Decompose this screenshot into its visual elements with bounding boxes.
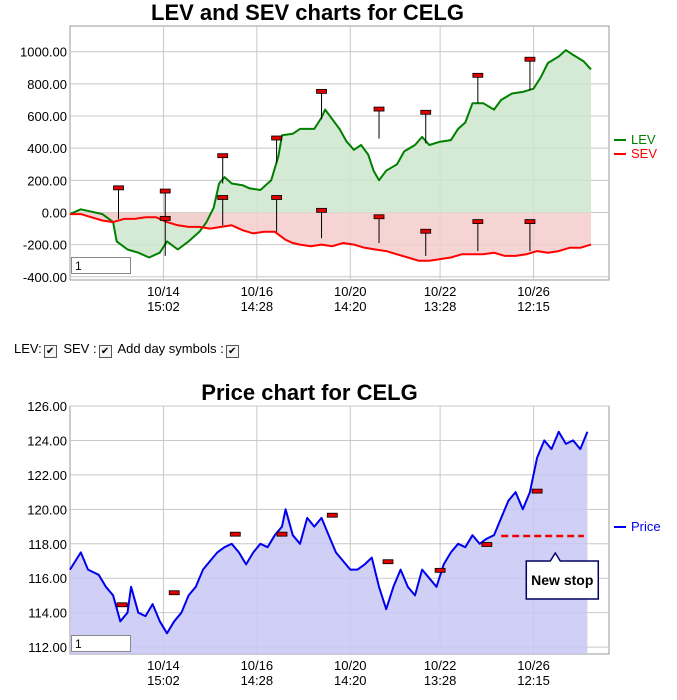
x-tick-time: 14:20 [334,673,367,688]
day-marker [229,531,241,537]
x-tick-time: 15:02 [147,299,180,314]
series-line-lev [69,49,592,259]
legend-label-sev: SEV [631,146,657,161]
y-tick-label: 120.00 [27,502,67,517]
x-tick-time: 14:28 [241,299,274,314]
x-tick-date: 10/22 [424,284,457,299]
day-marker [316,88,327,94]
y-tick-label: 400.00 [27,141,67,156]
y-tick-label: 116.00 [28,571,67,586]
y-tick-label: 122.00 [27,468,67,483]
stop-callout-box [525,551,600,600]
x-tick-date: 10/22 [424,658,457,673]
day-marker [382,559,394,565]
x-tick-date: 10/16 [241,658,274,673]
day-symbols-checkbox-label: Add day symbols : [117,341,224,356]
y-tick-label: 114.00 [28,606,67,621]
y-tick-label: 124.00 [27,433,67,448]
stop-callout-label: New stop [531,572,593,588]
series-area-lev [70,50,591,258]
day-marker [420,228,432,234]
day-marker [524,219,536,224]
day-marker [217,153,229,159]
day-marker [434,567,446,573]
day-marker [159,188,171,194]
chart-controls: LEV: ✔ SEV : ✔ Add day symbols : ✔ [14,341,242,358]
lev-checkbox[interactable]: ✔ [43,345,57,358]
day-marker [481,542,493,547]
day-symbols-checkbox[interactable]: ✔ [225,345,239,358]
y-tick-label: 800.00 [27,77,67,92]
day-marker [373,214,385,220]
y-tick-label: -400.00 [23,270,67,285]
day-marker [168,590,180,596]
lev-sev-zoom-input[interactable]: 1 [71,257,131,274]
day-marker [531,488,543,494]
day-marker [524,56,536,62]
series-area-sev [70,212,591,261]
y-tick-label: 200.00 [27,173,67,188]
day-marker [472,72,484,78]
day-marker [316,207,327,213]
price-chart: Price chart for CELG112.00114.00116.0011… [27,380,661,688]
day-marker [271,135,283,141]
day-marker [113,185,124,191]
chart-title: LEV and SEV charts for CELG [151,0,464,25]
y-tick-label: 126.00 [27,399,67,414]
x-tick-time: 12:15 [517,299,550,314]
y-tick-label: 600.00 [27,109,67,124]
x-tick-time: 14:28 [241,673,274,688]
sev-checkbox[interactable]: ✔ [98,345,112,358]
x-tick-date: 10/20 [334,284,367,299]
price-zoom-input[interactable]: 1 [71,635,131,652]
day-marker [420,109,432,115]
x-tick-time: 13:28 [424,299,457,314]
legend-label-price: Price [631,519,661,534]
y-tick-label: 1000.00 [20,45,67,60]
day-marker [373,106,385,112]
chart-title: Price chart for CELG [201,380,417,405]
sev-checkbox-label: SEV : [63,341,97,356]
y-tick-label: 0.00 [42,205,67,220]
day-marker [159,215,171,221]
day-marker [276,531,288,537]
y-tick-label: 118.00 [28,537,67,552]
series-line-sev [70,213,592,262]
day-marker [116,602,128,608]
day-marker [271,195,283,200]
x-tick-date: 10/26 [517,284,550,299]
lev-checkbox-label: LEV: [14,341,42,356]
day-marker [472,219,484,224]
x-tick-time: 12:15 [517,673,550,688]
legend-label-lev: LEV [631,132,656,147]
lev-sev-chart: LEV and SEV charts for CELG -400.00 -200.0… [20,0,657,314]
x-tick-time: 13:28 [424,673,457,688]
x-tick-date: 10/16 [241,284,274,299]
x-tick-date: 10/26 [517,658,550,673]
x-tick-date: 10/14 [147,284,180,299]
series-area-price [70,431,588,654]
day-marker [326,512,338,518]
y-tick-label: 112.00 [28,640,67,655]
day-marker [217,195,229,200]
x-tick-date: 10/14 [147,658,180,673]
series-line-price [69,430,589,635]
x-tick-time: 14:20 [334,299,367,314]
y-tick-label: -200.00 [23,238,67,253]
x-tick-time: 15:02 [147,673,180,688]
x-tick-date: 10/20 [334,658,367,673]
